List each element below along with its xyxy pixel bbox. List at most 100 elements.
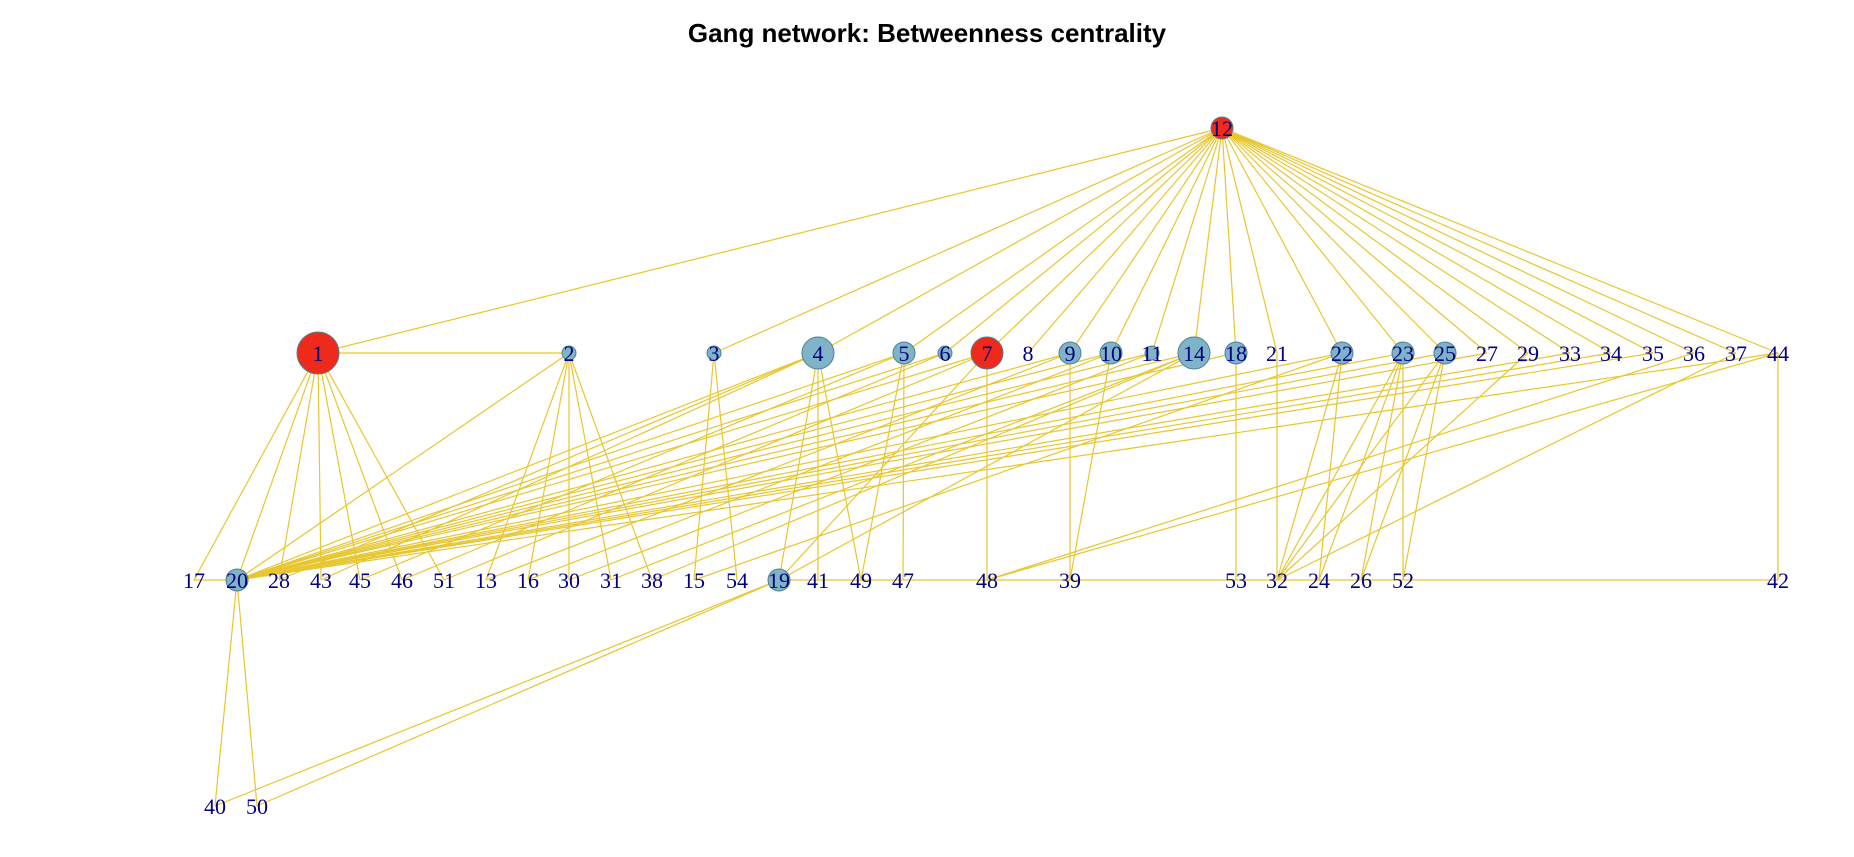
node-38: 38: [641, 568, 663, 593]
edge-29-32: [1276, 352, 1529, 581]
edge-4-20: [236, 352, 819, 581]
node-31: 31: [600, 568, 622, 593]
node-label-26: 26: [1350, 568, 1372, 593]
node-52: 52: [1392, 568, 1414, 593]
node-6: 6: [937, 341, 953, 366]
node-label-8: 8: [1023, 341, 1034, 366]
node-54: 54: [726, 568, 748, 593]
node-32: 32: [1266, 568, 1288, 593]
node-41: 41: [807, 568, 829, 593]
node-44: 44: [1767, 341, 1789, 366]
node-27: 27: [1476, 341, 1498, 366]
node-49: 49: [850, 568, 872, 593]
edge-1-28: [278, 352, 319, 581]
node-47: 47: [892, 568, 914, 593]
node-label-43: 43: [310, 568, 332, 593]
edge-33-20: [236, 352, 1571, 581]
node-26: 26: [1350, 568, 1372, 593]
node-22: 22: [1330, 341, 1354, 366]
node-20: 20: [225, 568, 249, 593]
node-45: 45: [349, 568, 371, 593]
node-circle-6: [937, 345, 953, 361]
node-label-48: 48: [976, 568, 998, 593]
edge-12-27: [1221, 127, 1488, 354]
edge-11-20: [236, 352, 1153, 581]
node-circle-10: [1099, 341, 1123, 365]
edge-40-19: [214, 579, 780, 807]
node-8: 8: [1023, 341, 1034, 366]
edge-25-52: [1402, 352, 1446, 581]
edge-44-20: [236, 352, 1779, 581]
node-4: 4: [801, 336, 835, 370]
node-label-37: 37: [1725, 341, 1747, 366]
edge-3-15: [693, 352, 715, 581]
node-label-16: 16: [517, 568, 539, 593]
node-15: 15: [683, 568, 705, 593]
edge-12-9: [1069, 127, 1223, 354]
edge-12-5: [903, 127, 1223, 354]
node-37: 37: [1725, 341, 1747, 366]
node-label-41: 41: [807, 568, 829, 593]
edge-12-3: [713, 127, 1223, 354]
node-label-30: 30: [558, 568, 580, 593]
node-label-40: 40: [204, 794, 226, 819]
edge-10-20: [236, 352, 1112, 581]
node-label-20: 20: [226, 568, 248, 593]
node-11: 11: [1141, 341, 1162, 366]
node-label-3: 3: [709, 341, 720, 366]
node-label-21: 21: [1266, 341, 1288, 366]
node-circle-18: [1224, 341, 1248, 365]
edge-12-34: [1221, 127, 1612, 354]
node-label-14: 14: [1183, 341, 1205, 366]
node-30: 30: [558, 568, 580, 593]
edge-44-48: [986, 352, 1779, 581]
node-label-42: 42: [1767, 568, 1789, 593]
edge-1-45: [317, 352, 361, 581]
node-label-7: 7: [982, 341, 993, 366]
node-2: 2: [561, 341, 577, 366]
node-circle-19: [767, 568, 791, 592]
node-46: 46: [391, 568, 413, 593]
node-circle-1: [296, 331, 340, 375]
node-label-52: 52: [1392, 568, 1414, 593]
node-label-50: 50: [246, 794, 268, 819]
edge-12-37: [1221, 127, 1737, 354]
edge-22-15: [693, 352, 1343, 581]
edge-50-19: [256, 579, 780, 807]
node-label-12: 12: [1211, 116, 1233, 141]
node-label-27: 27: [1476, 341, 1498, 366]
edge-14-19: [778, 352, 1195, 581]
node-label-47: 47: [892, 568, 914, 593]
node-label-49: 49: [850, 568, 872, 593]
node-label-11: 11: [1141, 341, 1162, 366]
edge-12-33: [1221, 127, 1571, 354]
edge-22-32: [1276, 352, 1343, 581]
edge-12-8: [1027, 127, 1223, 354]
edge-9-20: [236, 352, 1071, 581]
edge-23-20: [236, 352, 1404, 581]
node-label-24: 24: [1308, 568, 1330, 593]
node-circle-4: [801, 336, 835, 370]
node-circle-7: [970, 336, 1004, 370]
nodes-layer: 121 2 3 4 5 6 7 8 9 10 11 14 18 21 22 23 25 27 29 33 34 35 36 3…: [183, 116, 1789, 819]
node-33: 33: [1559, 341, 1581, 366]
edge-12-21: [1221, 127, 1278, 354]
node-23: 23: [1391, 341, 1415, 366]
node-28: 28: [268, 568, 290, 593]
node-label-13: 13: [475, 568, 497, 593]
node-39: 39: [1059, 568, 1081, 593]
node-label-38: 38: [641, 568, 663, 593]
node-42: 42: [1767, 568, 1789, 593]
edge-34-20: [236, 352, 1612, 581]
node-circle-9: [1058, 341, 1082, 365]
node-label-18: 18: [1225, 341, 1247, 366]
node-53: 53: [1225, 568, 1247, 593]
node-circle-23: [1391, 341, 1415, 365]
edge-12-4: [817, 127, 1223, 354]
edge-20-40: [214, 579, 238, 807]
node-label-2: 2: [564, 341, 575, 366]
node-label-53: 53: [1225, 568, 1247, 593]
edge-12-18: [1221, 127, 1237, 354]
node-label-36: 36: [1683, 341, 1705, 366]
